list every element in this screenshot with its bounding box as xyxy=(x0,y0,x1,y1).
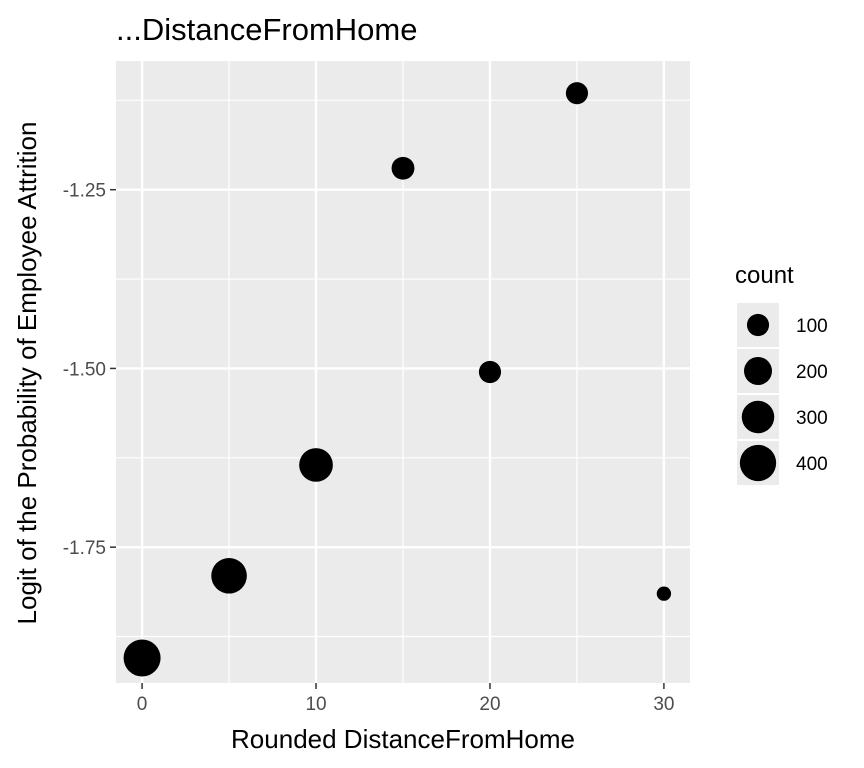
y-axis: -1.25 -1.50 -1.75 xyxy=(63,181,116,559)
data-point xyxy=(478,360,502,384)
legend-label: 100 xyxy=(796,316,828,337)
x-axis-title: Rounded DistanceFromHome xyxy=(231,724,575,754)
legend-label: 200 xyxy=(796,362,828,383)
legend-title: count xyxy=(735,262,794,289)
data-point xyxy=(299,448,333,482)
legend-key-point xyxy=(741,400,775,434)
legend-label: 400 xyxy=(796,454,828,475)
data-point xyxy=(211,557,247,594)
y-tick-label: -1.75 xyxy=(63,538,106,559)
data-point xyxy=(656,586,672,601)
legend-key-point xyxy=(739,444,777,482)
legend-label: 300 xyxy=(796,408,828,429)
x-axis: 0 10 20 30 xyxy=(137,683,674,715)
data-point xyxy=(391,156,415,180)
x-tick-label: 30 xyxy=(653,694,674,715)
x-tick-label: 20 xyxy=(479,694,500,715)
data-points xyxy=(123,82,672,677)
x-tick-label: 0 xyxy=(137,694,148,715)
x-tick-label: 10 xyxy=(305,694,326,715)
data-point xyxy=(565,82,589,105)
y-tick-label: -1.25 xyxy=(63,181,106,202)
legend-keys: 100 200 300 400 xyxy=(737,303,828,485)
y-tick-label: -1.50 xyxy=(63,359,106,380)
chart-title: ...DistanceFromHome xyxy=(116,12,417,47)
legend-key-point xyxy=(746,313,770,337)
y-axis-title: Logit of the Probability of Employee Att… xyxy=(12,122,42,625)
size-legend: count 100 200 300 400 xyxy=(735,262,828,485)
legend-key-point xyxy=(743,356,773,386)
data-point xyxy=(123,639,161,677)
